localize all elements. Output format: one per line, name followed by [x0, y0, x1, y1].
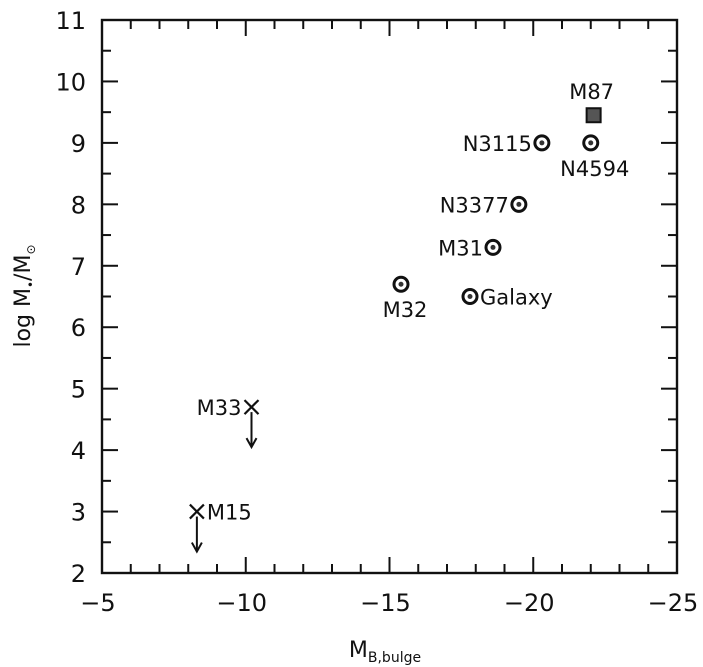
- point-label: M33: [197, 396, 242, 420]
- y-tick-label: 2: [71, 560, 86, 588]
- circle-marker-core: [516, 201, 522, 207]
- y-tick-label: 3: [71, 499, 86, 527]
- circle-marker-core: [398, 281, 404, 287]
- circle-marker-core: [490, 244, 496, 250]
- point-label: N3377: [440, 193, 509, 217]
- y-tick-label: 6: [71, 314, 86, 342]
- tick-labels: −5 −10 −15 −20 −25 2 3 4 5 6 7 8 9 10 11: [55, 7, 698, 617]
- data-point: N3115: [463, 132, 551, 156]
- x-tick-label: −25: [648, 589, 699, 617]
- x-tick-label: −15: [360, 589, 411, 617]
- point-label: M87: [569, 80, 614, 104]
- x-tick-label: −20: [504, 589, 555, 617]
- circle-marker-core: [588, 140, 594, 146]
- axis-ticks: [101, 19, 678, 574]
- x-tick-label: −10: [216, 589, 267, 617]
- data-point: M87: [569, 80, 614, 124]
- y-tick-label: 11: [55, 7, 86, 35]
- y-axis-label: log M•/M⊙: [11, 244, 38, 347]
- point-label: N4594: [560, 157, 629, 181]
- point-label: M32: [383, 298, 428, 322]
- point-label: Galaxy: [480, 286, 553, 310]
- y-tick-label: 9: [71, 130, 86, 158]
- data-point: Galaxy: [461, 286, 553, 310]
- square-marker: [585, 107, 602, 124]
- x-tick-label: −5: [80, 589, 115, 617]
- data-points: M87 N3115 N4594 N3377 M31 M32 Galaxy M33 M15: [189, 80, 629, 554]
- upper-limit-arrowhead: [245, 437, 258, 450]
- data-point: M31: [438, 236, 502, 260]
- data-point: M32: [383, 275, 428, 322]
- cross-marker: [243, 399, 260, 415]
- circle-marker-core: [467, 294, 473, 299]
- y-tick-label: 8: [71, 191, 86, 219]
- data-point: M15: [189, 501, 252, 554]
- data-point: M33: [197, 396, 260, 450]
- y-tick-label: 10: [55, 68, 86, 96]
- x-axis-label: MB,bulge: [349, 638, 421, 666]
- upper-limit-arrowhead: [191, 542, 203, 554]
- y-tick-label: 4: [71, 437, 86, 465]
- point-label: M15: [207, 501, 252, 525]
- y-tick-label: 5: [71, 376, 86, 404]
- point-label: N3115: [463, 132, 532, 156]
- circle-marker-core: [539, 140, 545, 146]
- data-point: N3377: [440, 193, 528, 217]
- cross-marker: [189, 503, 205, 520]
- y-tick-label: 7: [71, 253, 86, 281]
- data-point: N4594: [560, 134, 629, 181]
- point-label: M31: [438, 236, 483, 260]
